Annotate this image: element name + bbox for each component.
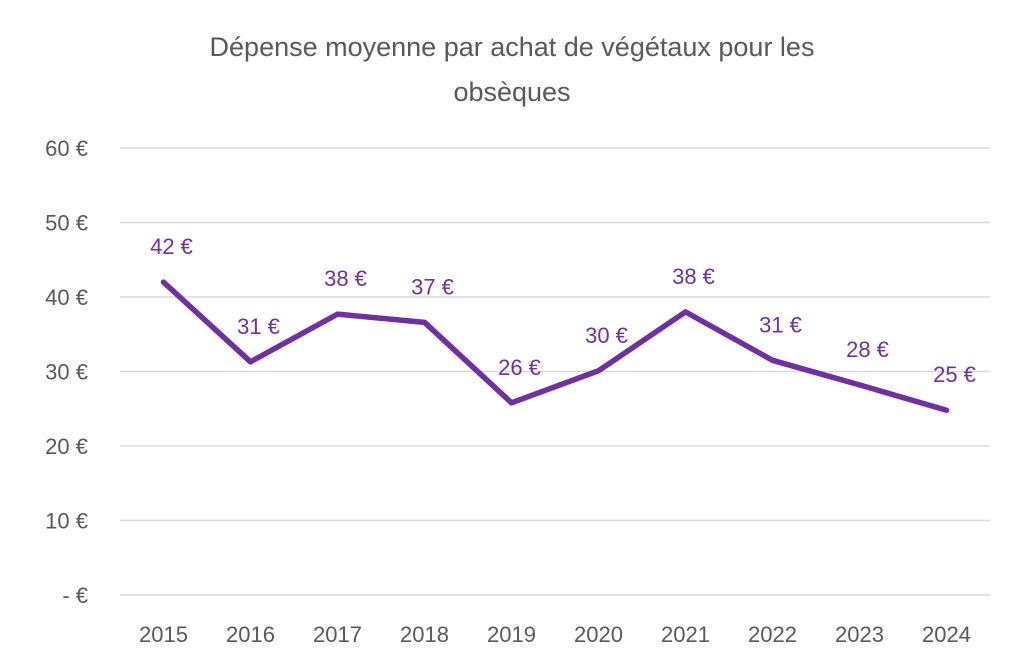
data-label: 38 € [672,264,715,289]
data-label: 28 € [846,337,889,362]
data-label: 38 € [324,266,367,291]
x-tick-label: 2021 [661,622,710,647]
data-point [857,382,862,388]
x-tick-label: 2015 [139,622,188,647]
chart-title-line-2: obsèques [453,77,570,107]
data-point [248,359,253,365]
data-label: 42 € [150,234,193,259]
x-tick-label: 2017 [313,622,362,647]
x-tick-label: 2018 [400,622,449,647]
data-label: 26 € [498,355,541,380]
x-tick-label: 2016 [226,622,275,647]
x-tick-label: 2022 [748,622,797,647]
data-label: 31 € [237,314,280,339]
data-point [422,319,427,325]
data-point [944,407,949,413]
y-tick-label: - € [62,583,88,608]
data-label: 25 € [933,362,976,387]
y-tick-label: 50 € [45,211,88,236]
chart-title-line-1: Dépense moyenne par achat de végétaux po… [210,32,815,62]
data-label: 31 € [759,312,802,337]
data-label: 37 € [411,274,454,299]
data-label: 30 € [585,323,628,348]
series-line [160,279,950,413]
x-tick-label: 2023 [835,622,884,647]
x-tick-label: 2020 [574,622,623,647]
y-tick-label: 60 € [45,136,88,161]
data-point [509,400,514,406]
y-tick-label: 20 € [45,434,88,459]
x-tick-label: 2024 [922,622,971,647]
data-point [770,357,775,363]
data-point [596,368,601,374]
x-tick-label: 2019 [487,622,536,647]
y-tick-label: 10 € [45,509,88,534]
y-tick-label: 30 € [45,360,88,385]
data-point [683,309,688,315]
data-point [335,311,340,317]
data-point [161,279,166,285]
y-tick-label: 40 € [45,285,88,310]
